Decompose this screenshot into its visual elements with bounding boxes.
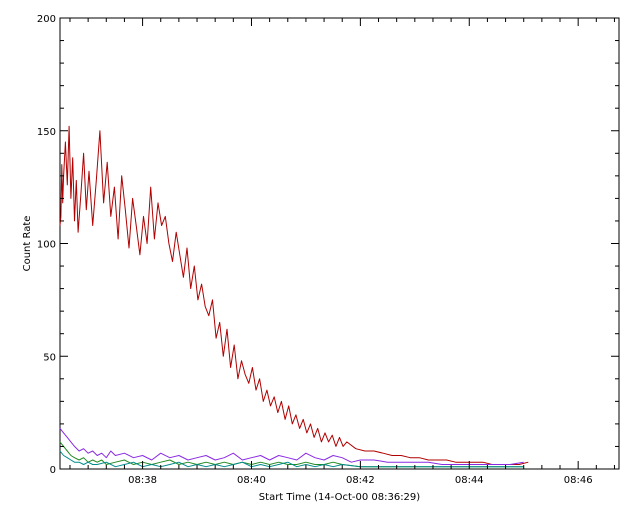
x-tick-label: 08:46 [564,475,593,486]
series-line-1 [59,125,529,465]
x-tick-label: 08:40 [237,475,266,486]
y-axis-title: Count Rate [22,216,33,272]
x-tick-label: 08:42 [346,475,375,486]
y-tick-label: 0 [50,465,56,476]
x-tick-label: 08:38 [128,475,157,486]
x-tick-label: 08:44 [455,475,484,486]
plot-frame [59,17,620,470]
tick-labels-layer: 0 50 100 150 200 08:38 08:40 08:42 08:44 08:46 [37,14,593,486]
y-tick-label: 100 [37,240,56,251]
series-line-3 [59,441,524,468]
x-axis-title: Start Time (14-Oct-00 08:36:29) [259,492,420,503]
ticks-layer [60,17,619,470]
y-tick-label: 200 [37,14,56,25]
series-line-4 [59,450,524,468]
series-layer [59,125,529,468]
series-line-2 [59,428,524,465]
y-tick-label: 50 [43,352,56,363]
y-tick-label: 150 [37,127,56,138]
